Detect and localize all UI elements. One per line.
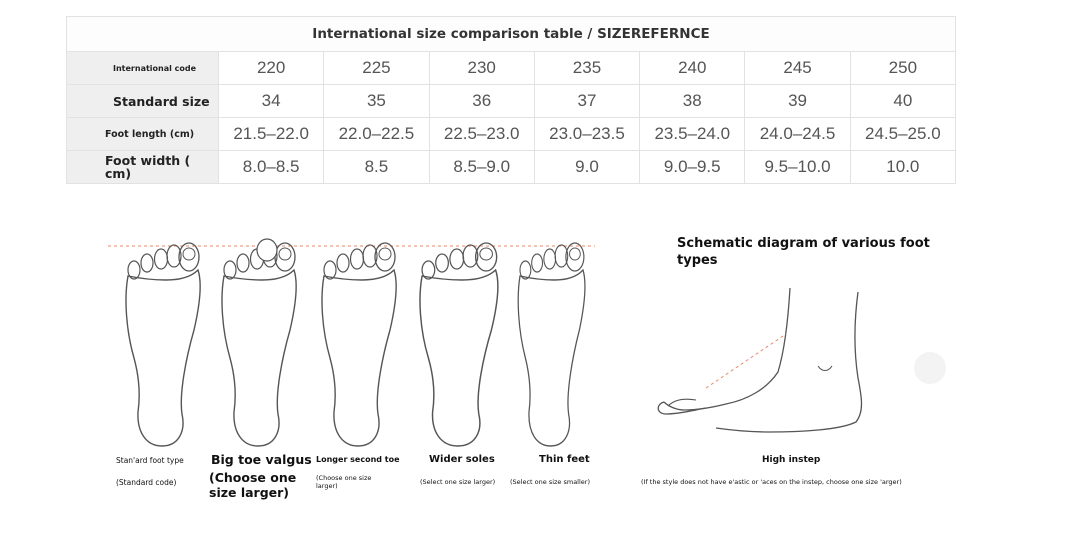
note-standard-foot: (Standard code) <box>116 478 177 487</box>
standard-foot-icon <box>125 242 201 447</box>
table-cell: 9.0 <box>533 150 641 184</box>
big-toe-valgus-foot-icon <box>221 238 297 447</box>
row-header-international-code: International code <box>66 51 219 85</box>
size-comparison-table: International size comparison table / SI… <box>66 16 957 184</box>
table-row: Foot length (cm) 21.5–22.0 22.0–22.5 22.… <box>66 117 957 151</box>
table-cell: 24.5–25.0 <box>849 117 957 151</box>
caption-big-toe-valgus: Big toe valgus <box>211 452 312 467</box>
foot-outlines <box>108 238 595 447</box>
table-cell: 22.5–23.0 <box>428 117 535 151</box>
table-cell: 40 <box>849 84 957 118</box>
row-header-foot-width: Foot width ( cm) <box>66 150 219 184</box>
table-cell: 9.0–9.5 <box>639 150 746 184</box>
table-cell: 8.0–8.5 <box>217 150 325 184</box>
table-cell: 38 <box>639 84 746 118</box>
note-wider-soles: (Select one size larger) <box>420 478 496 486</box>
table-cell: 9.5–10.0 <box>744 150 851 184</box>
caption-longer-second-toe: Longer second toe <box>316 455 400 464</box>
table-cell: 23.0–23.5 <box>533 117 641 151</box>
side-view-foot-icon <box>657 287 946 433</box>
wider-soles-foot-icon <box>419 242 499 447</box>
table-row: International code 220 225 230 235 240 2… <box>66 51 957 85</box>
note-high-instep: (If the style does not have e'astic or '… <box>641 478 902 486</box>
note-thin-feet: (Select one size smaller) <box>510 478 591 486</box>
table-cell: 37 <box>533 84 641 118</box>
longer-second-toe-foot-icon <box>321 242 397 447</box>
table-cell: 225 <box>323 51 430 85</box>
table-cell: 35 <box>323 84 430 118</box>
caption-thin-feet: Thin feet <box>539 454 590 465</box>
thin-foot-icon <box>517 242 586 447</box>
table-cell: 8.5–9.0 <box>428 150 535 184</box>
table-cell: 39 <box>744 84 851 118</box>
table-cell: 22.0–22.5 <box>323 117 430 151</box>
caption-high-instep: High instep <box>762 455 821 465</box>
table-row: Standard size 34 35 36 37 38 39 40 <box>66 84 957 118</box>
table-cell: 21.5–22.0 <box>217 117 325 151</box>
row-header-standard-size: Standard size <box>66 84 219 118</box>
table-cell: 235 <box>533 51 641 85</box>
row-header-foot-length: Foot length (cm) <box>66 117 219 151</box>
table-cell: 23.5–24.0 <box>639 117 746 151</box>
foot-types-illustration: Stan'ard foot type (Standard code) Big t… <box>100 232 600 500</box>
schematic-title: Schematic diagram of various foot types <box>677 236 930 268</box>
table-title: International size comparison table / SI… <box>66 16 956 52</box>
table-cell: 8.5 <box>323 150 430 184</box>
note-longer-second-toe: (Choose one size larger) <box>316 474 372 490</box>
note-big-toe-valgus: (Choose one size larger) <box>209 470 297 500</box>
table-row: Foot width ( cm) 8.0–8.5 8.5 8.5–9.0 9.0… <box>66 150 957 184</box>
table-cell: 220 <box>217 51 325 85</box>
table-cell: 10.0 <box>849 150 957 184</box>
table-cell: 230 <box>428 51 535 85</box>
table-cell: 34 <box>217 84 325 118</box>
table-cell: 36 <box>428 84 535 118</box>
table-cell: 24.0–24.5 <box>744 117 851 151</box>
table-cell: 240 <box>639 51 746 85</box>
table-cell: 250 <box>849 51 957 85</box>
caption-wider-soles: Wider soles <box>429 454 495 465</box>
table-cell: 245 <box>744 51 851 85</box>
caption-standard-foot: Stan'ard foot type <box>116 456 184 465</box>
